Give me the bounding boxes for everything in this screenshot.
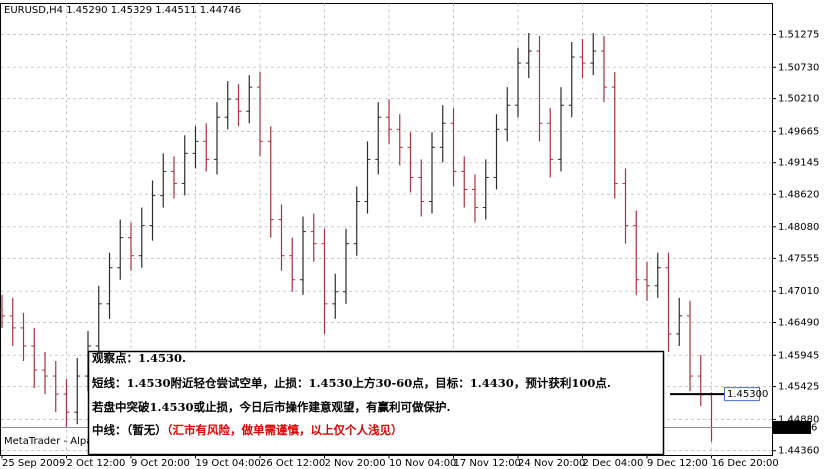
x-tick-label: 2 Dec 04:00 bbox=[583, 458, 644, 469]
annotation-frame bbox=[87, 350, 665, 456]
x-tick-label: 26 Oct 12:00 bbox=[260, 458, 325, 469]
x-tick-label: 25 Sep 2009 bbox=[2, 458, 65, 469]
y-tick-label: 1.48620 bbox=[778, 189, 819, 200]
price-box bbox=[773, 420, 811, 434]
annotation-warning: （汇市有风险，做单需谨慎，以上仅个人浅见） bbox=[167, 423, 403, 437]
y-tick-label: 1.50730 bbox=[778, 62, 819, 73]
y-tick-label: 1.50210 bbox=[778, 94, 819, 105]
watermark: MetaTrader - Alpari bbox=[4, 436, 99, 447]
y-tick-label: 1.45425 bbox=[778, 382, 819, 393]
x-tick-label: 2 Nov 20:00 bbox=[325, 458, 386, 469]
y-tick-label: 1.44880 bbox=[778, 414, 819, 425]
x-tick-label: 10 Nov 04:00 bbox=[389, 458, 456, 469]
y-tick-label: 1.47010 bbox=[778, 286, 819, 297]
level-label-box bbox=[724, 387, 760, 402]
annotation-part: 中线：（暂无） bbox=[92, 423, 167, 437]
x-tick-label: 9 Oct 20:00 bbox=[131, 458, 190, 469]
annotation-line: 中线：（暂无）（汇市有风险，做单需谨慎，以上仅个人浅见） bbox=[92, 423, 403, 437]
y-tick-label: 1.48080 bbox=[778, 222, 819, 233]
chart-title: EURUSD,H4 1.45290 1.45329 1.44511 1.4474… bbox=[4, 5, 241, 16]
y-tick-label: 1.46490 bbox=[778, 317, 819, 328]
x-tick-label: 19 Oct 04:00 bbox=[196, 458, 261, 469]
annotation-line: 观察点：1.4530. bbox=[92, 351, 186, 365]
y-tick-label: 1.49145 bbox=[778, 158, 819, 169]
annotation-line: 短线：1.4530附近轻仓尝试空单，止损：1.4530上方30-60点，目标：1… bbox=[92, 376, 611, 390]
x-tick-label: 24 Nov 20:00 bbox=[518, 458, 585, 469]
x-tick-label: 16 Dec 20:00 bbox=[712, 458, 779, 469]
x-tick-label: 9 Dec 12:00 bbox=[647, 458, 708, 469]
x-tick-label: 2 Oct 12:00 bbox=[67, 458, 126, 469]
x-tick-label: 17 Nov 12:00 bbox=[454, 458, 521, 469]
y-tick-label: 1.45945 bbox=[778, 350, 819, 361]
y-tick-label: 1.51275 bbox=[778, 29, 819, 40]
annotation-line: 若盘中突破1.4530或止损，今日后市操作建意观望，有赢利可做保护. bbox=[92, 400, 451, 414]
price-label: 1.44746 bbox=[776, 422, 817, 433]
y-tick-label: 1.49665 bbox=[778, 126, 819, 137]
level-label: 1.45300 bbox=[727, 389, 768, 400]
y-tick-label: 1.44360 bbox=[778, 446, 819, 457]
annotation-box: 观察点：1.4530. 短线：1.4530附近轻仓尝试空单，止损：1.4530上… bbox=[87, 350, 665, 456]
y-tick-label: 1.47555 bbox=[778, 253, 819, 264]
